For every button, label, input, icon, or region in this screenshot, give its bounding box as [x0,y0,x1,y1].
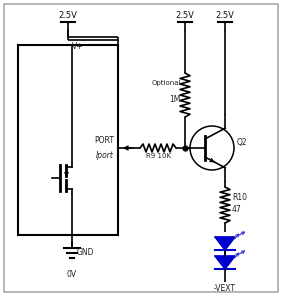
Text: 1M: 1M [170,96,181,105]
Text: 0V: 0V [67,270,77,279]
Text: 2.5V: 2.5V [216,11,234,20]
Text: 47: 47 [232,206,242,214]
Text: GND: GND [77,248,95,257]
FancyBboxPatch shape [4,4,278,292]
Text: Iport: Iport [96,151,114,160]
Text: PORT: PORT [94,136,114,145]
Text: 2.5V: 2.5V [175,11,194,20]
Polygon shape [215,256,235,269]
Text: R9 10K: R9 10K [145,153,170,159]
Text: V+: V+ [72,42,83,51]
Text: -VEXT: -VEXT [214,284,236,293]
Text: R10: R10 [232,192,247,201]
Text: 2.5V: 2.5V [59,11,78,20]
Text: Q2: Q2 [237,138,248,148]
Text: Optional: Optional [151,80,181,86]
Polygon shape [215,237,235,250]
